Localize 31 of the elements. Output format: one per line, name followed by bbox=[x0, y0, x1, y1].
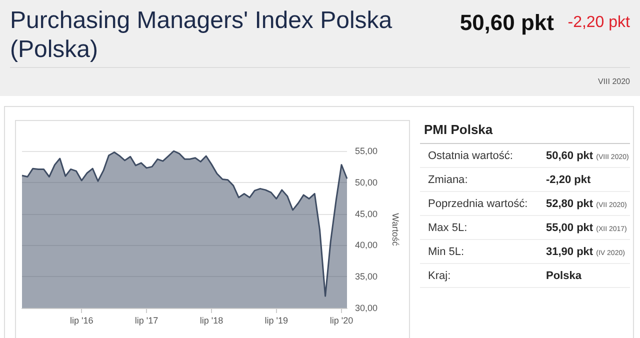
x-tick-label: lip '17 bbox=[134, 316, 158, 326]
y-tick-label: 30,00 bbox=[355, 303, 378, 313]
category-label: Max 5L bbox=[428, 222, 464, 234]
text: : bbox=[448, 270, 451, 282]
y-tick-label: 55,00 bbox=[355, 146, 378, 156]
text: : bbox=[464, 222, 468, 234]
category-label: Ostatnia wartość bbox=[428, 150, 510, 162]
text: : bbox=[510, 150, 513, 162]
text: : bbox=[461, 246, 464, 258]
text: PMI Polska bbox=[420, 118, 630, 144]
text: Polska bbox=[546, 270, 582, 282]
text: -2,20 pkt bbox=[546, 174, 591, 186]
x-tick-label: lip '19 bbox=[264, 316, 288, 326]
y-tick-label: 35,00 bbox=[355, 272, 378, 282]
text: : bbox=[464, 174, 468, 186]
category-label: Kraj bbox=[428, 270, 448, 282]
category-label: Min 5L bbox=[428, 246, 462, 258]
text: -2,20 pkt bbox=[568, 14, 630, 32]
x-tick-label: lip '18 bbox=[200, 316, 224, 326]
y-axis-title: Wartość bbox=[390, 213, 400, 246]
chart-title: Purchasing Managers' Index Polska (Polska) bbox=[10, 6, 394, 64]
text: : bbox=[524, 198, 528, 210]
x-tick-label: lip '20 bbox=[330, 316, 354, 326]
text: 50,60 pkt bbox=[460, 10, 554, 36]
category-label: Poprzednia wartość bbox=[428, 198, 525, 210]
text: VIII 2020 bbox=[598, 77, 630, 86]
y-tick-label: 40,00 bbox=[355, 240, 378, 250]
x-tick-label: lip '16 bbox=[70, 316, 94, 326]
y-tick-label: 50,00 bbox=[355, 177, 378, 188]
category-label: Zmiana bbox=[428, 174, 465, 186]
y-tick-label: 45,00 bbox=[355, 208, 378, 219]
